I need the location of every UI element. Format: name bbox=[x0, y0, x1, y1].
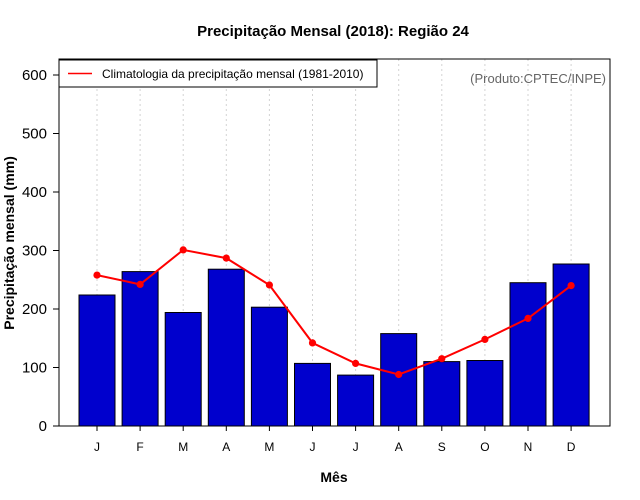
x-tick-label: A bbox=[222, 440, 230, 454]
climatology-point-8 bbox=[395, 370, 403, 379]
climatology-line bbox=[96, 248, 572, 376]
climatology-point-10 bbox=[481, 335, 489, 343]
y-tick-label: 600 bbox=[22, 67, 47, 84]
x-tick-label: A bbox=[395, 440, 403, 454]
climatology-point-2 bbox=[136, 280, 144, 288]
x-axis-label: Mês bbox=[320, 469, 347, 485]
climatology-point-6 bbox=[308, 339, 317, 347]
climatology-point-12 bbox=[567, 282, 575, 290]
credit-annotation: (Produto:CPTEC/INPE) bbox=[470, 71, 606, 86]
y-tick-label: 400 bbox=[22, 184, 47, 201]
x-tick-label: J bbox=[353, 440, 359, 454]
x-tick-label: S bbox=[438, 440, 446, 454]
climatology-point-7 bbox=[352, 359, 360, 367]
legend-entry-climatology: Climatologia da precipitação mensal (198… bbox=[102, 67, 363, 81]
climatology-point-1 bbox=[93, 271, 101, 279]
bar-11 bbox=[509, 282, 547, 427]
x-tick-label: M bbox=[264, 440, 274, 454]
x-tick-label: O bbox=[480, 440, 489, 454]
legend: Climatologia da precipitação mensal (198… bbox=[58, 59, 378, 88]
bar-10 bbox=[466, 360, 504, 427]
bar-2 bbox=[121, 271, 159, 427]
chart-title: Precipitação Mensal (2018): Região 24 bbox=[197, 23, 469, 40]
bars-group bbox=[78, 263, 590, 427]
bar-8 bbox=[380, 333, 418, 427]
climatology-point-11 bbox=[524, 314, 532, 322]
y-tick-label: 100 bbox=[22, 360, 47, 377]
y-tick-label: 300 bbox=[22, 243, 47, 260]
y-tick-label: 0 bbox=[39, 418, 47, 435]
bar-7 bbox=[337, 374, 375, 427]
climatology-point-3 bbox=[179, 246, 187, 254]
x-tick-label: J bbox=[310, 440, 316, 454]
legend-box bbox=[58, 59, 378, 88]
y-axis-label: Precipitação mensal (mm) bbox=[1, 156, 17, 330]
bar-5 bbox=[250, 306, 288, 427]
x-tick-label: M bbox=[178, 440, 188, 454]
y-tick-label: 500 bbox=[22, 126, 47, 143]
y-tick-label: 200 bbox=[22, 301, 47, 318]
x-tick-label: J bbox=[94, 440, 100, 454]
climatology-point-4 bbox=[222, 254, 230, 262]
bar-4 bbox=[207, 268, 245, 427]
x-tick-label: D bbox=[567, 440, 576, 454]
bar-9 bbox=[423, 361, 461, 427]
x-tick-label: F bbox=[136, 440, 143, 454]
climatology-point-5 bbox=[265, 281, 273, 289]
bar-3 bbox=[164, 312, 202, 427]
y-axis: 0 100 200 300 400 500 600 bbox=[22, 67, 59, 435]
bar-6 bbox=[294, 362, 331, 427]
x-tick-label: N bbox=[524, 440, 533, 454]
bar-12 bbox=[552, 263, 590, 427]
bar-1 bbox=[78, 294, 116, 427]
plot-frame bbox=[58, 58, 611, 427]
climatology-point-9 bbox=[438, 355, 446, 363]
climatology-line-group bbox=[93, 246, 575, 379]
